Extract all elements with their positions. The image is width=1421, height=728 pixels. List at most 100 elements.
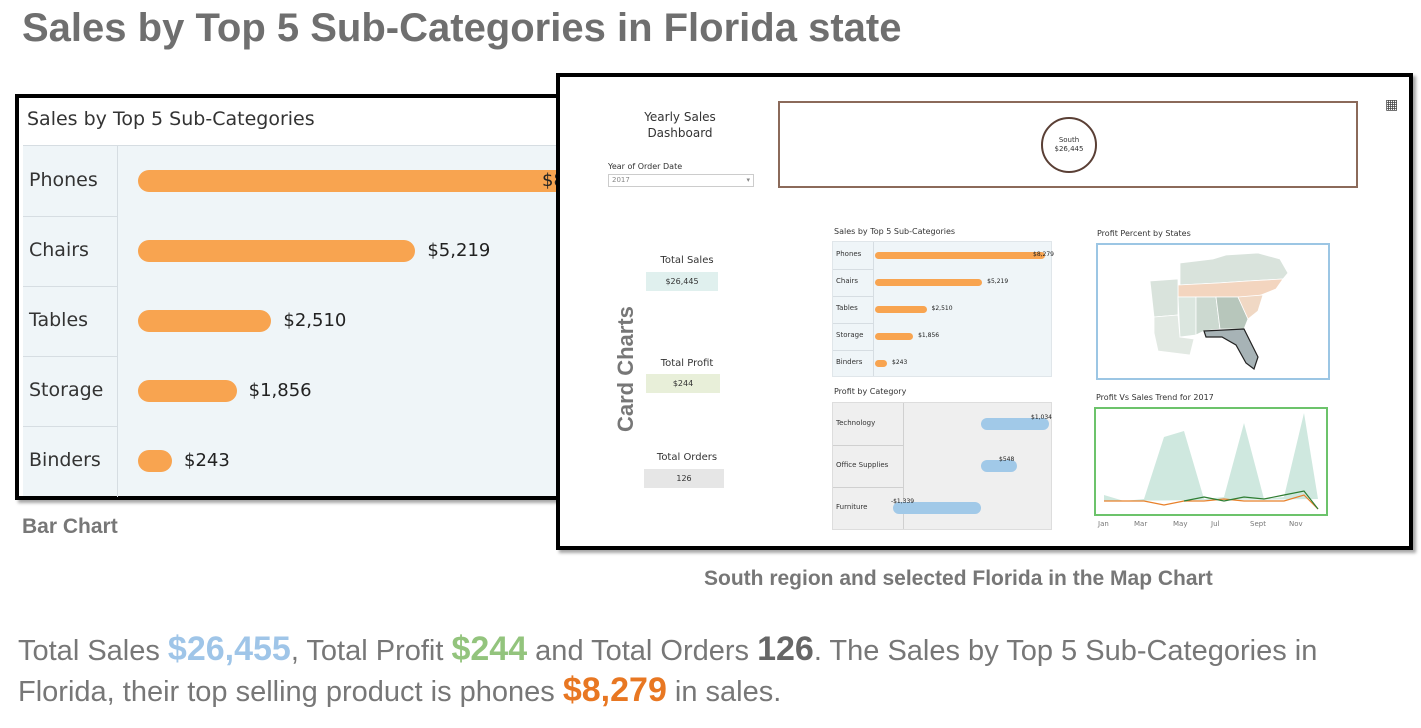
trend-chart[interactable] <box>1094 407 1328 516</box>
region-circle[interactable]: South $26,445 <box>1041 117 1097 173</box>
mini-bar-value: $8,279 <box>1033 251 1054 258</box>
mini-bar-value: $243 <box>892 359 908 366</box>
year-filter-select[interactable]: 2017 ▾ <box>608 174 754 187</box>
profit-by-category-chart: Technology $1,034 Office Supplies $548 Furni… <box>832 402 1052 530</box>
zoom-bar <box>138 310 272 332</box>
dashboard-title-line1: Yearly Sales <box>644 110 716 124</box>
card-charts-label: Card Charts <box>613 306 638 432</box>
sales-area <box>1104 413 1318 501</box>
total-sales-value: $26,445 <box>646 272 718 291</box>
zoom-bar <box>138 170 578 192</box>
zoom-bar <box>138 450 172 472</box>
dashboard-title-line2: Dashboard <box>647 126 713 140</box>
zoom-bar-value: $2,510 <box>283 310 347 331</box>
dashboard-caption: South region and selected Florida in the… <box>704 567 1213 590</box>
profit-row-separator <box>833 445 903 446</box>
mini-row-separator <box>833 350 873 351</box>
trend-month-label: Sept <box>1250 520 1266 528</box>
profit-bar-value: $548 <box>999 456 1015 463</box>
mini-divider <box>873 242 874 376</box>
zoom-row-separator <box>23 356 117 357</box>
zoom-row-label: Tables <box>29 309 89 331</box>
profit-bar <box>981 418 1049 430</box>
profit-row-label: Technology <box>836 419 876 427</box>
region-box[interactable] <box>778 101 1358 188</box>
mini-bar-chart: Phones $8,279 Chairs $5,219 Tables $2,510 Stor… <box>832 241 1054 377</box>
bar-chart-caption: Bar Chart <box>22 515 118 538</box>
mini-bar-value: $1,856 <box>918 332 940 339</box>
trend-month-label: Mar <box>1134 520 1148 528</box>
region-name: South <box>1058 136 1080 144</box>
mini-row-label: Storage <box>836 331 864 339</box>
zoom-row-separator <box>23 426 117 427</box>
map-title: Profit Percent by States <box>1097 229 1191 238</box>
table-icon[interactable]: ▦ <box>1385 97 1399 113</box>
zoom-bar <box>138 380 237 402</box>
mini-bar <box>875 360 887 367</box>
zoom-bar-value: $5,219 <box>427 240 491 261</box>
year-filter-label: Year of Order Date <box>608 162 683 171</box>
profit-row-separator <box>833 487 903 488</box>
trend-month-label: Jul <box>1211 520 1220 528</box>
mini-bar <box>875 306 927 313</box>
zoom-bar <box>138 240 416 262</box>
mini-row-label: Phones <box>836 250 862 258</box>
total-orders-value: 126 <box>644 469 724 488</box>
profit-row-label: Office Supplies <box>836 461 889 469</box>
profit-line-orange <box>1104 494 1319 510</box>
zoom-row-separator <box>23 286 117 287</box>
summary-phones: $8,279 <box>562 671 667 709</box>
dashboard-screenshot: Yearly Sales Dashboard Year of Order Dat… <box>556 73 1413 550</box>
profit-bar-value: $1,034 <box>1031 414 1052 421</box>
zoom-bar-value: $243 <box>184 450 230 471</box>
mini-bar-value: $5,219 <box>987 278 1009 285</box>
map-chart[interactable] <box>1096 243 1330 380</box>
total-orders-title: Total Orders <box>656 452 718 463</box>
profit-bar <box>892 502 981 514</box>
profit-line-green <box>1183 490 1319 510</box>
mini-row-label: Tables <box>836 304 858 312</box>
zoom-row-label: Phones <box>29 169 98 191</box>
mini-bar-value: $2,510 <box>931 305 953 312</box>
mini-bar-title: Sales by Top 5 Sub-Categories <box>834 227 956 236</box>
summary-text: Total Sales $26,455, Total Profit $244 a… <box>18 630 1408 712</box>
trend-month-label: May <box>1173 520 1188 528</box>
zoom-chart-body: Phones$8,279Chairs$5,219Tables$2,510Stor… <box>23 145 605 497</box>
profit-bar <box>981 460 1018 472</box>
zoom-chart-title: Sales by Top 5 Sub-Categories <box>27 108 315 130</box>
map-state-ga <box>1215 296 1249 330</box>
total-profit-value: $244 <box>646 374 720 393</box>
summary-p4: . The Sales by Top 5 Sub-Categories in F… <box>18 635 1318 708</box>
mini-row-separator <box>833 296 873 297</box>
trend-month-label: Nov <box>1289 520 1303 528</box>
summary-p3: and Total Orders <box>527 635 758 667</box>
profit-divider <box>903 403 904 529</box>
summary-sales: $26,455 <box>167 630 291 668</box>
profit-by-category-title: Profit by Category <box>834 387 907 396</box>
mini-row-separator <box>833 323 873 324</box>
total-sales-title: Total Sales <box>660 255 714 266</box>
map-state-fl <box>1203 328 1259 370</box>
zoom-row-label: Chairs <box>29 239 89 261</box>
zoom-bar-value: $1,856 <box>248 380 312 401</box>
mini-row-label: Binders <box>836 358 863 366</box>
zoomed-bar-chart: Sales by Top 5 Sub-Categories Phones$8,2… <box>15 94 605 500</box>
mini-row-label: Chairs <box>836 277 859 285</box>
mini-bar <box>875 279 983 286</box>
mini-row-separator <box>833 269 873 270</box>
region-value: $26,445 <box>1054 145 1084 153</box>
chevron-down-icon: ▾ <box>746 176 750 184</box>
zoom-row-separator <box>23 216 117 217</box>
mini-bar <box>875 252 1045 259</box>
page-title: Sales by Top 5 Sub-Categories in Florida… <box>22 6 902 50</box>
trend-svg <box>1104 413 1319 510</box>
zoom-row-label: Storage <box>29 379 104 401</box>
summary-p1: Total Sales <box>18 635 168 667</box>
map-state-sc <box>1237 294 1264 320</box>
dashboard-title: Yearly Sales Dashboard <box>630 109 730 141</box>
summary-orders: 126 <box>757 630 814 668</box>
trend-month-label: Jan <box>1098 520 1109 528</box>
southeast-map <box>1149 252 1289 370</box>
profit-bar-value: -$1,339 <box>890 498 915 505</box>
summary-p2: , Total Profit <box>290 635 452 667</box>
